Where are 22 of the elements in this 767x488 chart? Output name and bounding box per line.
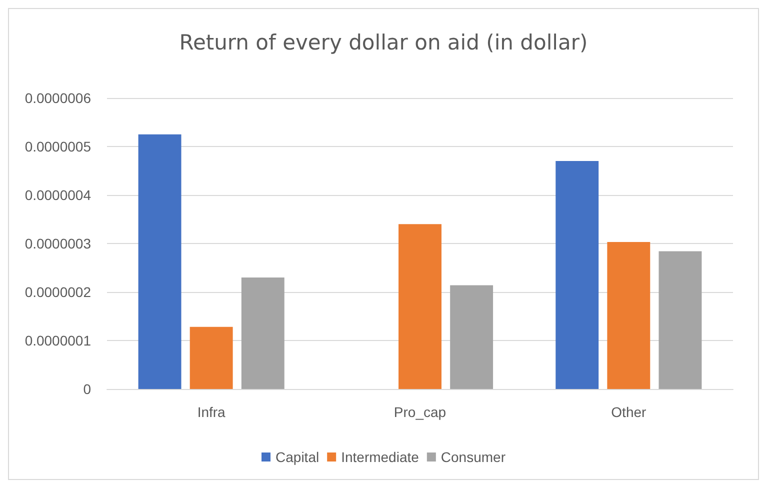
y-tick-label: 0 bbox=[83, 381, 92, 397]
y-tick-label: 0.0000002 bbox=[24, 284, 92, 300]
x-tick-label: Other bbox=[611, 404, 647, 420]
chart-title: Return of every dollar on aid (in dollar) bbox=[179, 30, 588, 54]
x-tick-label: Infra bbox=[197, 404, 226, 420]
y-tick-label: 0.0000004 bbox=[24, 187, 92, 203]
x-tick-label: Pro_cap bbox=[394, 404, 446, 420]
y-tick-label: 0.0000001 bbox=[24, 332, 92, 348]
bar bbox=[241, 277, 284, 389]
bar bbox=[556, 161, 599, 389]
bar bbox=[398, 224, 442, 389]
bar bbox=[190, 326, 233, 389]
y-tick-label: 0.0000003 bbox=[24, 236, 92, 252]
bar bbox=[138, 134, 182, 389]
bar bbox=[607, 242, 650, 389]
legend-label: Consumer bbox=[440, 449, 506, 465]
legend-label: Intermediate bbox=[341, 449, 420, 465]
y-tick-label: 0.0000005 bbox=[24, 138, 92, 154]
bar bbox=[450, 285, 494, 389]
legend-label: Capital bbox=[276, 449, 320, 465]
bar bbox=[658, 251, 702, 389]
y-tick-label: 0.0000006 bbox=[24, 90, 92, 106]
